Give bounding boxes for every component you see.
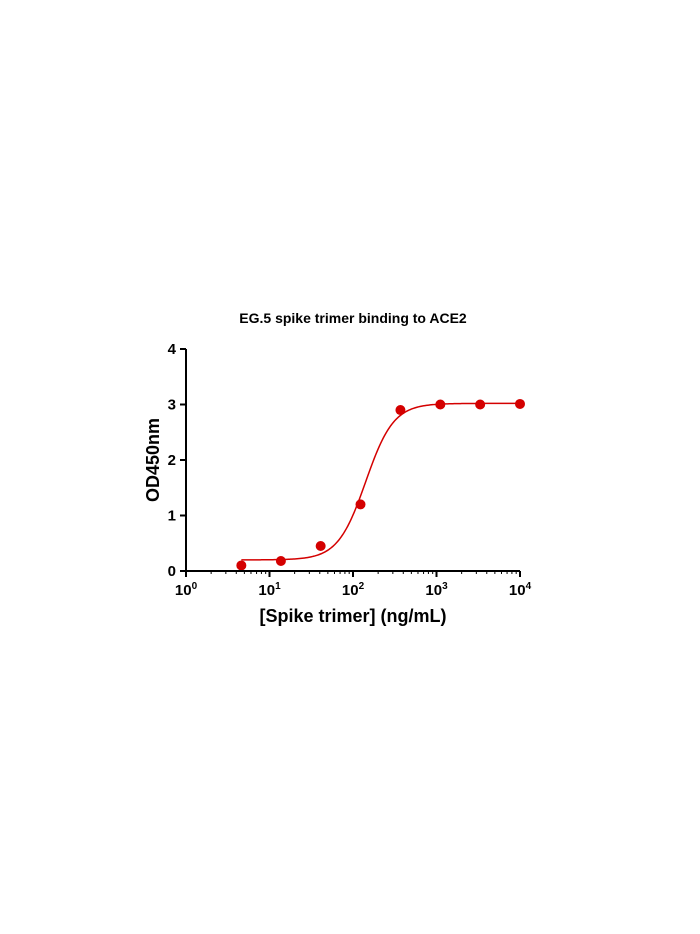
x-tick-exponent: 0	[192, 581, 198, 592]
x-tick-label: 104	[509, 581, 532, 599]
y-tick-label: 1	[168, 508, 176, 525]
x-tick-base: 10	[509, 582, 526, 599]
data-point	[355, 499, 366, 510]
x-tick-label: 102	[342, 581, 365, 599]
x-tick-base: 10	[342, 582, 359, 599]
y-tick-label: 3	[168, 397, 176, 414]
data-point	[515, 398, 525, 409]
x-tick-base: 10	[175, 582, 192, 599]
data-points	[236, 398, 525, 571]
data-point	[236, 560, 247, 571]
fit-curve	[241, 402, 520, 561]
x-tick-label: 101	[258, 581, 281, 599]
x-tick-exponent: 3	[442, 581, 448, 592]
data-point	[475, 399, 486, 410]
y-tick-label: 0	[168, 563, 176, 580]
data-point	[435, 399, 446, 410]
x-axis-label: [Spike trimer] (ng/mL)	[259, 606, 446, 626]
x-tick-exponent: 2	[359, 581, 365, 592]
x-tick-label: 100	[175, 581, 198, 599]
x-tick-exponent: 1	[275, 581, 281, 592]
x-tick-base: 10	[425, 582, 442, 599]
data-point	[315, 541, 326, 552]
y-axis-label: OD450nm	[143, 418, 163, 502]
chart-title: EG.5 spike trimer binding to ACE2	[239, 310, 467, 326]
x-tick-label: 103	[425, 581, 448, 599]
y-tick-label: 4	[168, 341, 177, 358]
y-axis-ticks: 0 1 2 3 4	[168, 341, 186, 580]
x-tick-base: 10	[258, 582, 275, 599]
data-point	[395, 405, 406, 416]
x-tick-exponent: 4	[526, 581, 532, 592]
y-tick-label: 2	[168, 452, 176, 469]
plot-area	[236, 398, 525, 571]
data-point	[275, 556, 286, 567]
x-axis-ticks: 100 101 102 103 104	[175, 571, 532, 599]
